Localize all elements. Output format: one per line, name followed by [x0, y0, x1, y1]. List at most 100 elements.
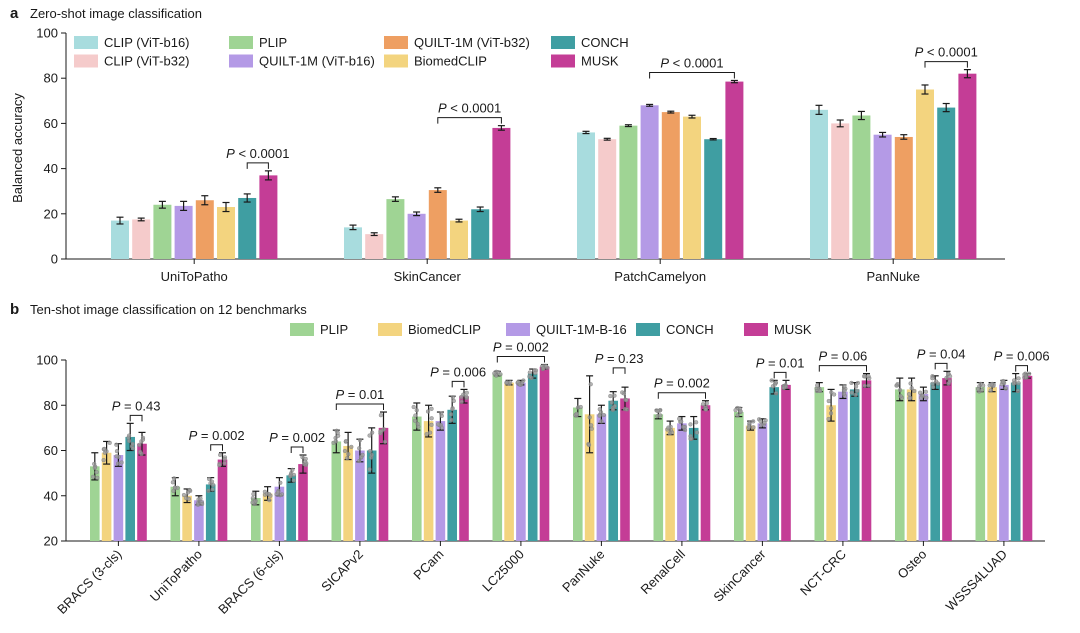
sample-point: [935, 381, 941, 386]
y-tick-label: 20: [44, 534, 58, 549]
bar-biomedclip-unitopatho: [182, 495, 192, 541]
sample-point: [207, 476, 212, 482]
bar-clip-vit-b32-unitopatho: [132, 219, 151, 259]
bar-conch-lc25000: [527, 373, 538, 541]
bar-musk-pcam: [459, 396, 469, 541]
sample-point: [924, 395, 929, 400]
x-tick-label-skincancer: SkinCancer: [710, 546, 769, 605]
bar-plip-unitopatho: [153, 204, 172, 259]
sample-point: [1016, 381, 1021, 386]
y-tick-label: 40: [44, 161, 58, 176]
bar-plip-pannuke: [852, 115, 871, 260]
significance-bracket: [657, 392, 706, 399]
sample-point: [367, 467, 372, 472]
bar-plip-nct-crc: [814, 387, 825, 541]
sample-point: [907, 391, 912, 397]
legend-label-clip-vit-b16: CLIP (ViT-b16): [104, 35, 190, 50]
sample-point: [222, 461, 227, 466]
bar-plip-skincancer: [734, 412, 744, 541]
sample-point: [666, 425, 671, 430]
sample-point: [357, 446, 362, 451]
legend-label-quilt-1m-vit-b32: QUILT-1M (ViT-b32): [414, 35, 530, 50]
sample-point: [196, 497, 201, 502]
sample-point: [866, 383, 871, 388]
bar-conch-renalcell: [688, 427, 699, 541]
bar-quilt-1m-vit-b16-pannuke: [873, 134, 892, 259]
bar-conch-bracs-3-cls: [125, 436, 135, 541]
bar-musk-renalcell: [700, 405, 711, 541]
bar-quilt-1m-vit-b16-patchcamelyon: [640, 105, 659, 259]
x-tick-label-sicapv2: SICAPv2: [318, 547, 366, 595]
significance-bracket: [649, 71, 735, 79]
sample-point: [989, 382, 994, 387]
sample-point: [114, 449, 120, 454]
sample-point: [459, 399, 464, 404]
sample-point: [597, 413, 602, 418]
sample-point: [92, 461, 97, 467]
bar-plip-unitopatho: [170, 486, 181, 541]
sample-point: [694, 430, 700, 435]
bar-quilt-1m-vit-b32-skincancer: [428, 190, 447, 259]
sample-point: [104, 449, 109, 454]
bar-quilt-1m-b-16-lc25000: [516, 382, 526, 541]
bar-plip-patchcamelyon: [619, 125, 638, 259]
sample-point: [91, 474, 96, 479]
sample-point: [137, 442, 142, 447]
sample-point: [130, 441, 135, 447]
bar-musk-pannuke: [620, 398, 630, 541]
bar-clip-vit-b16-patchcamelyon: [577, 132, 595, 259]
sample-point: [817, 388, 823, 394]
sample-point: [826, 416, 831, 422]
sample-point: [909, 386, 914, 391]
bar-quilt-1m-vit-b32-patchcamelyon: [661, 112, 680, 259]
sample-point: [589, 423, 594, 428]
sample-point: [277, 493, 283, 498]
legend-label-musk: MUSK: [581, 54, 619, 69]
legend-label-quilt-1m-b-16: QUILT-1M-B-16: [536, 322, 627, 337]
sample-point: [944, 375, 949, 381]
bar-biomedclip-patchcamelyon: [683, 116, 701, 260]
sample-point: [853, 392, 858, 397]
sample-point: [681, 424, 686, 429]
sample-point: [217, 463, 222, 468]
bar-musk-osteo: [942, 378, 952, 541]
bar-conch-unitopatho: [238, 197, 257, 259]
bar-plip-bracs-3-cls: [90, 466, 100, 541]
bar-biomedclip-skincancer: [450, 220, 468, 259]
x-tick-label-wsss4luad: WSSS4LUAD: [943, 547, 1010, 614]
sample-point: [343, 439, 349, 444]
sample-point: [1015, 388, 1020, 394]
sample-point: [450, 406, 455, 412]
sample-point: [527, 370, 532, 375]
sample-point: [360, 452, 365, 458]
bar-quilt-1m-vit-b32-unitopatho: [195, 200, 214, 259]
bar-conch-sicapv2: [366, 450, 377, 541]
panel-a-letter: a: [10, 5, 19, 22]
bar-quilt-1m-b-16-unitopatho: [194, 500, 204, 541]
bar-biomedclip-sicapv2: [343, 445, 353, 541]
bar-biomedclip-bracs-6-cls: [262, 493, 273, 541]
bar-plip-osteo: [895, 389, 905, 541]
bar-quilt-1m-vit-b32-pannuke: [894, 136, 913, 259]
sample-point: [853, 384, 859, 389]
sample-point: [655, 408, 660, 414]
y-tick-label: 60: [44, 443, 58, 458]
bar-conch-wsss4luad: [1010, 382, 1021, 541]
sample-point: [250, 495, 255, 501]
bar-conch-pannuke: [937, 107, 956, 259]
bar-quilt-1m-b-16-sicapv2: [355, 450, 365, 541]
sample-point: [412, 418, 418, 423]
sample-point: [357, 458, 362, 464]
legend-label-plip: PLIP: [320, 322, 348, 337]
sample-point: [601, 412, 606, 418]
sample-point: [747, 420, 752, 426]
legend-label-quilt-1m-vit-b16: QUILT-1M (ViT-b16): [259, 54, 375, 69]
sample-point: [751, 425, 756, 430]
bar-musk-lc25000: [539, 366, 550, 541]
y-tick-label: 80: [44, 398, 58, 413]
legend-swatch-plip: [229, 36, 253, 49]
p-value-pannuke: P < 0.0001: [915, 45, 978, 60]
legend-label-conch: CONCH: [666, 322, 714, 337]
sample-point: [267, 498, 272, 503]
sample-point: [1003, 386, 1008, 391]
